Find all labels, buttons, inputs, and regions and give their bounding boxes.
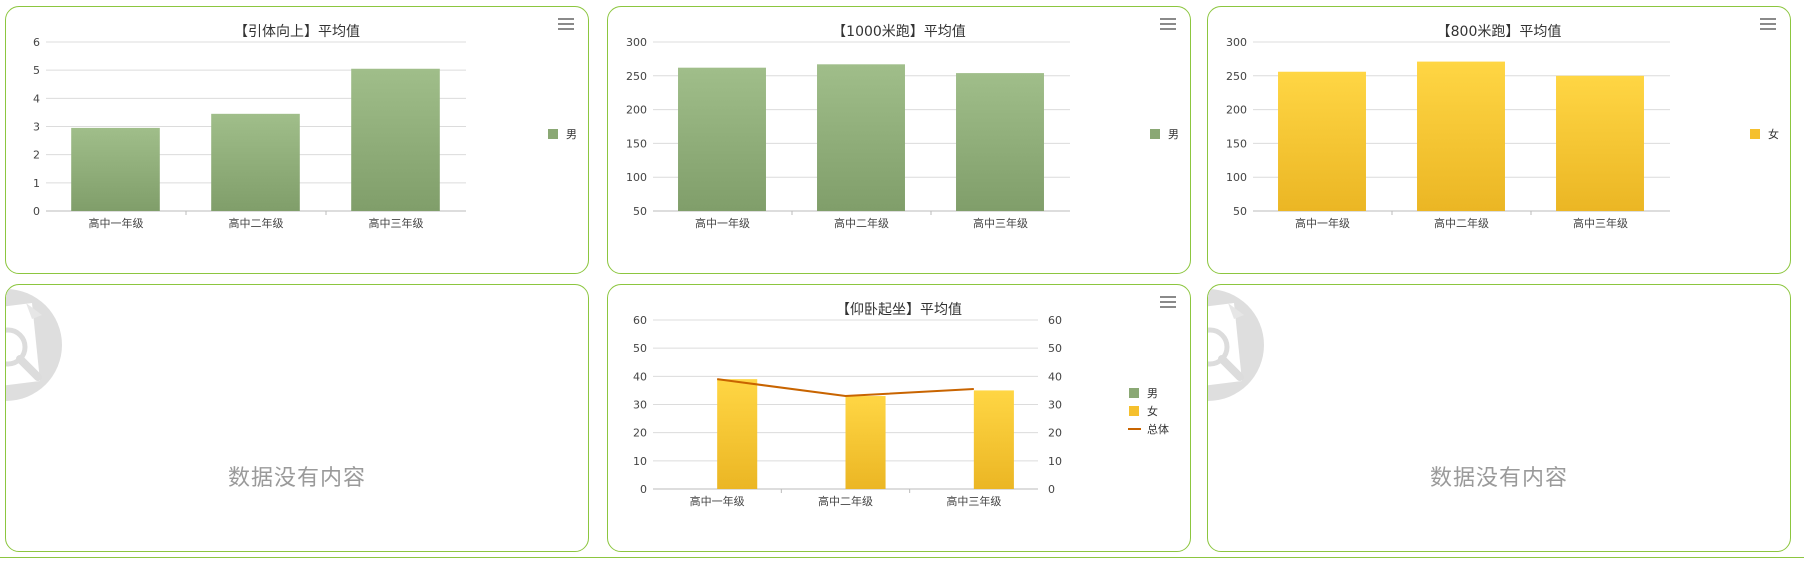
chart-title: 【仰卧起坐】平均值 xyxy=(836,302,962,318)
y2-tick-label: 20 xyxy=(1048,427,1062,440)
line-series xyxy=(717,378,974,398)
x-tick-label: 高中三年级 xyxy=(973,216,1028,230)
chart-card-situp: 【仰卧起坐】平均值 0 10 20 30 40 50 60 0 10 20 30 40 50 60 高中一年… xyxy=(607,284,1191,552)
y-tick-label: 300 xyxy=(626,36,647,49)
y-tick-label: 1 xyxy=(33,177,40,190)
legend-label: 女 xyxy=(1768,127,1779,141)
y2-tick-label: 30 xyxy=(1048,399,1062,412)
x-tick-label: 高中三年级 xyxy=(946,494,1001,508)
legend-marker xyxy=(1129,388,1139,398)
y-tick-label: 5 xyxy=(33,64,40,77)
bar xyxy=(1556,75,1644,211)
legend-marker xyxy=(1150,129,1160,139)
chart-title: 【引体向上】平均值 xyxy=(234,24,360,40)
y-tick-label: 0 xyxy=(33,205,40,218)
no-data-magnifier-icon xyxy=(1208,289,1264,401)
x-tick-label: 高中一年级 xyxy=(695,216,750,230)
y-tick-label: 20 xyxy=(633,427,647,440)
chart-card-1000m: 【1000米跑】平均值 50 100 150 200 250 300 高中一年级 高中二年级 高… xyxy=(607,6,1191,274)
y-tick-label: 50 xyxy=(633,205,647,218)
empty-state-text: 数据没有内容 xyxy=(227,466,366,491)
x-tick-label: 高中二年级 xyxy=(834,216,889,230)
y-tick-label: 100 xyxy=(1226,171,1247,184)
y-tick-label: 200 xyxy=(626,104,647,117)
menu-icon[interactable] xyxy=(1160,18,1176,31)
y-tick-label: 300 xyxy=(1226,36,1247,49)
bar xyxy=(351,68,440,211)
bar xyxy=(845,396,886,489)
legend-label: 男 xyxy=(1168,128,1179,141)
empty-card-left: 数据没有内容 xyxy=(5,284,589,552)
y-tick-label: 250 xyxy=(1226,70,1247,83)
legend-marker xyxy=(548,129,558,139)
y2-tick-label: 40 xyxy=(1048,370,1062,383)
x-tick-label: 高中一年级 xyxy=(1295,216,1350,230)
menu-icon[interactable] xyxy=(558,18,574,31)
y-tick-label: 200 xyxy=(1226,104,1247,117)
legend-marker xyxy=(1750,129,1760,139)
y-tick-label: 10 xyxy=(633,455,647,468)
no-data-magnifier-icon xyxy=(6,289,62,401)
chart-title: 【800米跑】平均值 xyxy=(1436,24,1562,40)
y-tick-label: 50 xyxy=(1233,205,1247,218)
legend-label: 男 xyxy=(1147,387,1158,400)
bar xyxy=(211,113,300,211)
y-tick-label: 60 xyxy=(633,314,647,327)
x-tick-label: 高中二年级 xyxy=(818,494,873,508)
empty-state: 数据没有内容 xyxy=(1208,285,1790,551)
chart-1000m: 50 100 150 200 250 300 高中一年级 高中二年级 高中三年级 男 xyxy=(626,36,1179,230)
x-tick-label: 高中一年级 xyxy=(690,494,745,508)
empty-state-text: 数据没有内容 xyxy=(1429,466,1568,491)
y-tick-label: 100 xyxy=(626,171,647,184)
x-tick-label: 高中二年级 xyxy=(229,216,284,230)
y2-tick-label: 0 xyxy=(1048,483,1055,496)
x-tick-label: 高中三年级 xyxy=(1573,216,1628,230)
y2-tick-label: 50 xyxy=(1048,342,1062,355)
y-tick-label: 30 xyxy=(633,399,647,412)
bar xyxy=(956,73,1044,211)
legend-label: 女 xyxy=(1147,404,1158,418)
chart-title: 【1000米跑】平均值 xyxy=(832,24,966,40)
bottom-divider xyxy=(0,557,1804,558)
bar xyxy=(1417,61,1505,211)
y-tick-label: 150 xyxy=(626,137,647,150)
y-tick-label: 4 xyxy=(33,92,40,105)
legend-marker xyxy=(1129,406,1139,416)
bar xyxy=(678,67,766,211)
chart-card-800m: 【800米跑】平均值 50 100 150 200 250 300 高中一年级 高中二年级 高中… xyxy=(1207,6,1791,274)
y-tick-label: 6 xyxy=(33,36,40,49)
menu-icon[interactable] xyxy=(1760,18,1776,31)
y-tick-label: 40 xyxy=(633,370,647,383)
y-tick-label: 50 xyxy=(633,342,647,355)
chart-800m: 50 100 150 200 250 300 高中一年级 高中二年级 高中三年级 女 xyxy=(1226,36,1779,230)
chart-pullup: 0 1 2 3 4 5 6 高中一年级 高中二年级 高中三年级 男 xyxy=(33,36,577,230)
y-tick-label: 150 xyxy=(1226,137,1247,150)
bar xyxy=(1278,71,1366,211)
y2-tick-label: 10 xyxy=(1048,455,1062,468)
empty-state: 数据没有内容 xyxy=(6,285,588,551)
y-tick-label: 3 xyxy=(33,121,40,134)
x-tick-label: 高中三年级 xyxy=(369,216,424,230)
bar xyxy=(973,390,1014,489)
y2-tick-label: 60 xyxy=(1048,314,1062,327)
y-tick-label: 0 xyxy=(640,483,647,496)
empty-card-right: 数据没有内容 xyxy=(1207,284,1791,552)
bar xyxy=(71,127,160,211)
menu-icon[interactable] xyxy=(1160,296,1176,309)
legend-label: 男 xyxy=(566,128,577,141)
bar xyxy=(717,379,758,489)
bar xyxy=(817,64,905,211)
legend-label: 总体 xyxy=(1147,422,1169,436)
x-tick-label: 高中二年级 xyxy=(1434,216,1489,230)
y-tick-label: 2 xyxy=(33,149,40,162)
chart-card-pullup: 【引体向上】平均值 0 1 2 3 4 5 6 高中一年级 高中二年级 高中三年级 男 xyxy=(5,6,589,274)
y-tick-label: 250 xyxy=(626,70,647,83)
chart-situp: 0 10 20 30 40 50 60 0 10 20 30 40 50 60 高中一年级 高中二年级 高中三年… xyxy=(633,314,1169,508)
x-tick-label: 高中一年级 xyxy=(89,216,144,230)
